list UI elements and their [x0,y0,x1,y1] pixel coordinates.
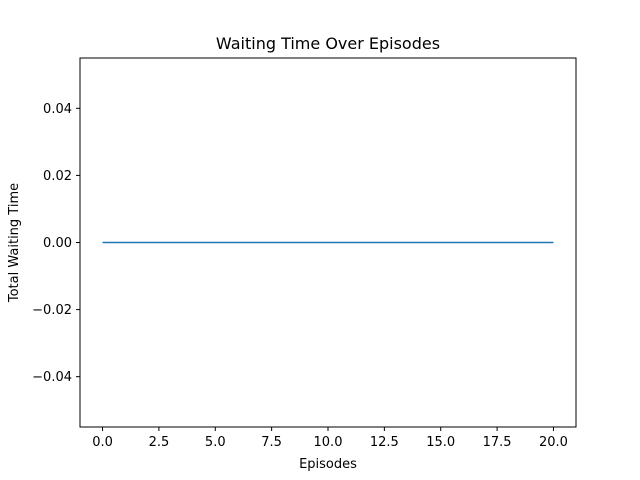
y-axis-ticks: −0.04 −0.02 0.00 0.02 0.04 [32,102,80,385]
x-tick-label: 7.5 [261,435,282,450]
y-axis-label: Total Waiting Time [7,183,22,303]
x-tick-label: 2.5 [149,435,170,450]
x-tick-label: 15.0 [426,435,455,450]
y-tick-label: 0.04 [43,102,72,117]
y-tick-label: 0.00 [43,236,72,251]
x-tick-label: 5.0 [205,435,226,450]
x-tick-label: 0.0 [92,435,113,450]
y-tick-label: −0.04 [32,370,72,385]
x-axis-label: Episodes [299,457,357,472]
x-tick-label: 10.0 [314,435,343,450]
y-tick-label: −0.02 [32,303,72,318]
x-axis-ticks: 0.0 2.5 5.0 7.5 10.0 12.5 15.0 17.5 20.0 [92,427,568,450]
x-tick-label: 17.5 [483,435,512,450]
x-tick-label: 12.5 [370,435,399,450]
x-tick-label: 20.0 [539,435,568,450]
chart-title: Waiting Time Over Episodes [216,34,440,53]
y-tick-label: 0.02 [43,169,72,184]
